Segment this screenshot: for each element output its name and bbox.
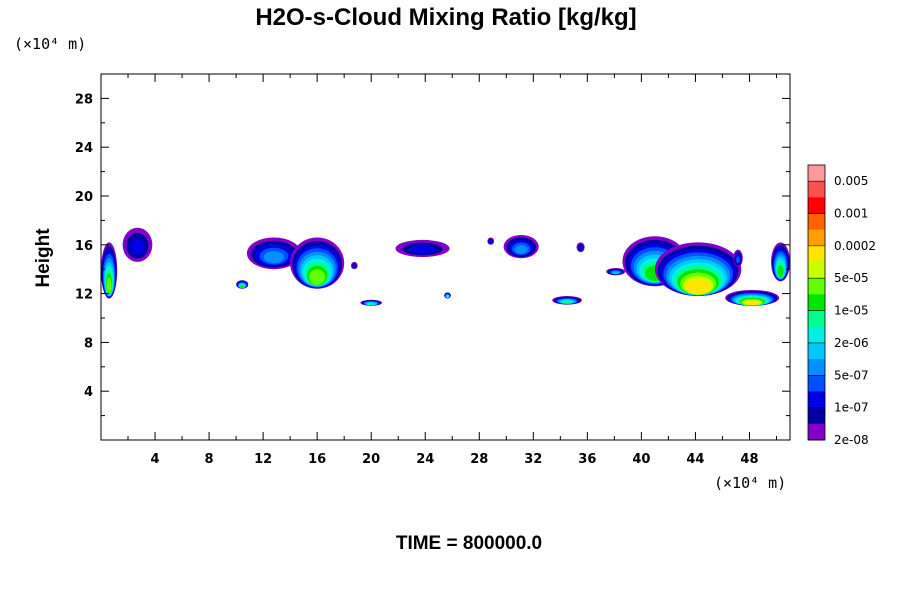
y-axis-label: Height — [33, 228, 54, 288]
cloud-contour-level — [736, 256, 740, 264]
colorbar-swatch — [808, 359, 825, 376]
y-tick-label: 12 — [75, 288, 93, 303]
cloud-field — [101, 227, 790, 306]
x-tick-label: 24 — [416, 452, 434, 467]
cloud-region — [733, 249, 743, 267]
cloud-region — [360, 299, 383, 306]
colorbar-label: 1e-05 — [834, 304, 869, 318]
cloud-contour-level — [514, 245, 528, 254]
colorbar-swatch — [808, 326, 825, 344]
cloud-region — [101, 242, 118, 299]
cloud-region — [654, 242, 742, 297]
colorbar-label: 0.001 — [834, 207, 868, 221]
colorbar-label: 0.0002 — [834, 239, 876, 253]
colorbar-swatch — [808, 294, 825, 311]
cloud-region — [503, 235, 539, 259]
y-unit-note: (×10⁴ m) — [14, 35, 86, 53]
colorbar-label: 0.005 — [834, 174, 868, 188]
colorbar-swatch — [808, 213, 825, 231]
cloud-region — [236, 280, 249, 289]
y-tick-label: 20 — [75, 190, 93, 205]
cloud-contour-level — [352, 264, 356, 268]
x-unit-note: (×10⁴ m) — [714, 474, 786, 492]
cloud-contour-level — [263, 251, 285, 264]
x-tick-label: 20 — [362, 452, 380, 467]
colorbar-label: 2e-06 — [834, 336, 869, 350]
colorbar-swatch — [808, 342, 825, 360]
colorbar-swatch — [808, 407, 825, 425]
x-tick-label: 12 — [254, 452, 272, 467]
colorbar-swatch — [808, 310, 825, 328]
y-tick-label: 4 — [84, 385, 93, 400]
cloud-region — [576, 242, 585, 253]
cloud-contour-level — [130, 238, 145, 256]
x-tick-label: 16 — [308, 452, 326, 467]
cloud-region — [606, 267, 626, 276]
cloud-region — [395, 239, 450, 257]
cloud-region — [350, 261, 358, 270]
colorbar-legend: 0.005 0.001 0.0002 5e-05 1e-05 2e-06 5e-07 1e-0… — [807, 164, 876, 447]
cloud-region — [725, 289, 780, 306]
cloud-contour-level — [685, 279, 711, 295]
cloud-contour-level — [446, 295, 449, 298]
cloud-contour-level — [240, 285, 245, 288]
colorbar-swatch — [808, 165, 825, 182]
cloud-contour-level — [578, 245, 583, 251]
cloud-region — [290, 237, 345, 289]
x-tick-label: 36 — [578, 452, 596, 467]
x-tick-label: 8 — [205, 452, 214, 467]
cloud-contour-level — [777, 265, 784, 278]
colorbar-swatch — [808, 278, 825, 295]
colorbar-swatch — [808, 181, 825, 198]
y-tick-label: 24 — [75, 141, 93, 156]
colorbar-label: 5e-07 — [834, 368, 869, 382]
time-label: TIME = 800000.0 — [396, 533, 542, 554]
cloud-region — [444, 292, 451, 299]
cloud-region — [552, 296, 582, 305]
y-tick-label: 16 — [75, 239, 93, 254]
colorbar-label: 1e-07 — [834, 401, 869, 415]
colorbar-label: 2e-08 — [834, 433, 869, 447]
x-tick-label: 48 — [740, 452, 758, 467]
x-tick-label: 4 — [151, 452, 160, 467]
x-tick-label: 44 — [686, 452, 704, 467]
cloud-contour-level — [106, 277, 112, 294]
cloud-region — [122, 227, 153, 262]
y-tick-label: 8 — [84, 336, 93, 351]
cloud-contour-level — [489, 239, 493, 244]
cloud-contour-level — [409, 245, 436, 254]
x-tick-label: 32 — [524, 452, 542, 467]
colorbar-label: 5e-05 — [834, 271, 869, 285]
cloud-region — [771, 242, 790, 282]
colorbar-swatch — [808, 262, 825, 279]
cloud-contour-level — [744, 300, 760, 306]
colorbar-swatch — [808, 245, 825, 263]
cloud-contour-level — [562, 300, 572, 304]
cloud-contour-level — [612, 271, 620, 275]
colorbar-swatch — [808, 197, 825, 214]
y-tick-label: 28 — [75, 92, 93, 107]
plot-frame — [100, 73, 791, 441]
colorbar-swatch — [808, 375, 825, 392]
cloud-contour-level — [367, 303, 375, 305]
colorbar-swatch — [808, 229, 825, 247]
colorbar-swatch — [808, 423, 825, 441]
cloud-region — [487, 237, 495, 245]
chart-title: H2O-s-Cloud Mixing Ratio [kg/kg] — [255, 4, 636, 31]
cloud-region — [246, 237, 301, 270]
x-tick-label: 40 — [632, 452, 650, 467]
colorbar-swatch — [808, 391, 825, 409]
x-tick-label: 28 — [470, 452, 488, 467]
cloud-contour-level — [309, 269, 326, 285]
